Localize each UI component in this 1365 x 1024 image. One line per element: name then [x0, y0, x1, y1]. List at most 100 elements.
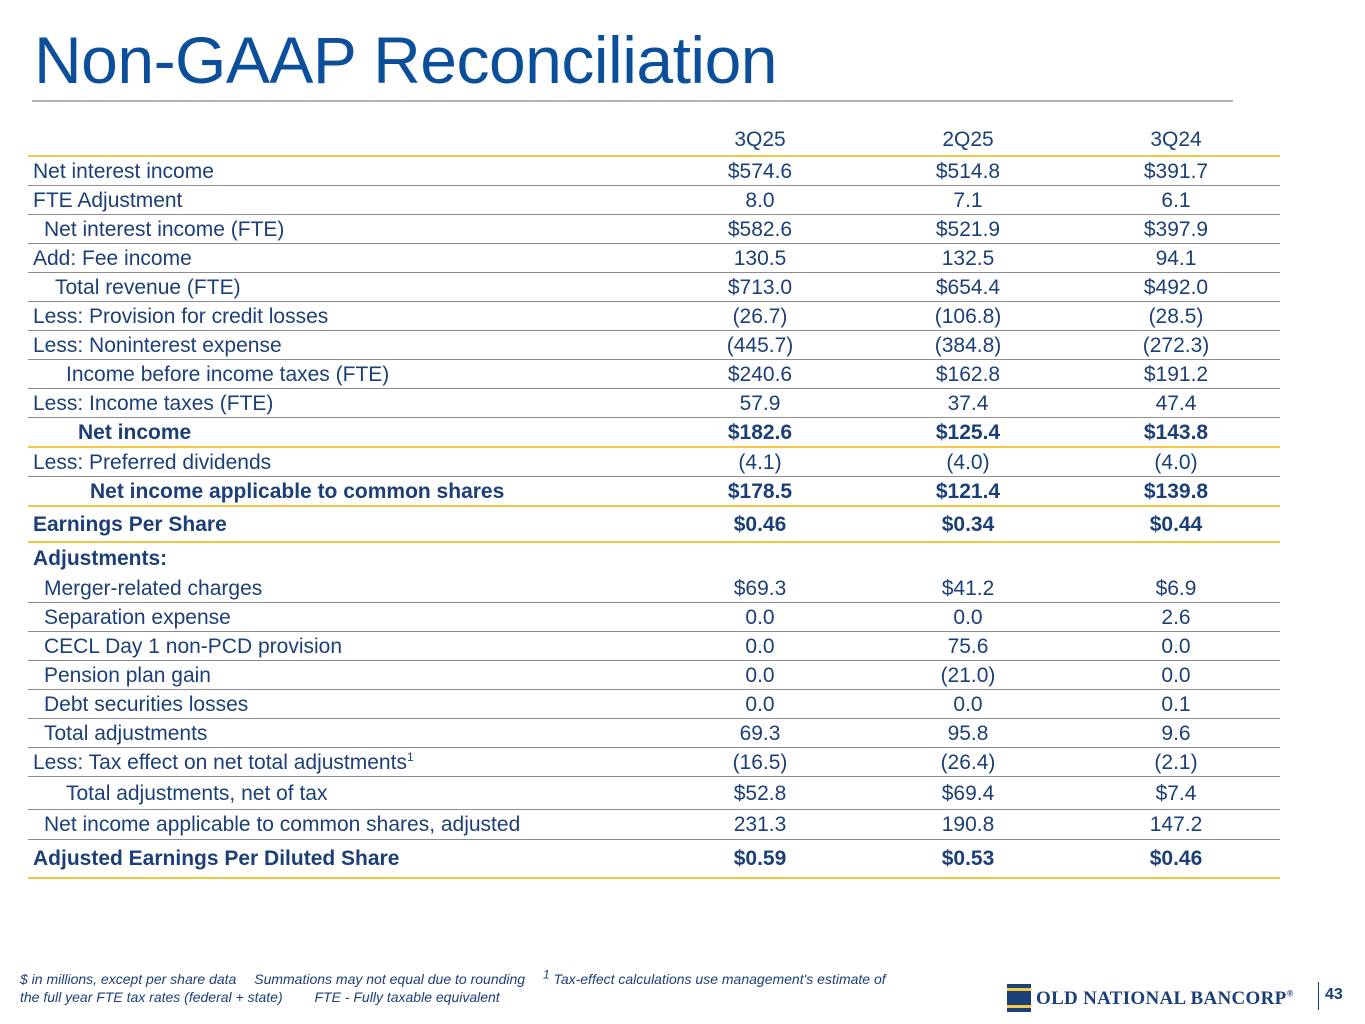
table-row: Less: Income taxes (FTE) 57.9 37.4 47.4	[28, 388, 1280, 418]
table-row: Net income applicable to common shares $1…	[28, 476, 1280, 507]
cell-value: 0.1	[1072, 689, 1280, 719]
row-label-text: Net income	[78, 420, 192, 444]
row-label-text: Total adjustments	[44, 721, 208, 745]
table-row: Separation expense 0.0 0.0 2.6	[28, 602, 1280, 632]
cell-value: 0.0	[864, 689, 1072, 719]
cell-value: (21.0)	[864, 660, 1072, 690]
table-row: Income before income taxes (FTE) $240.6 $1…	[28, 359, 1280, 389]
table-row: Net income applicable to common shares, …	[28, 809, 1280, 840]
table-row: FTE Adjustment 8.0 7.1 6.1	[28, 185, 1280, 215]
cell-value: (2.1)	[1072, 747, 1280, 777]
cell-value: $178.5	[656, 476, 864, 507]
cell-value: $521.9	[864, 214, 1072, 244]
row-label-text: Net income applicable to common shares, …	[44, 813, 521, 836]
table-row: Less: Noninterest expense (445.7) (384.8)(…	[28, 330, 1280, 360]
row-label: Net interest income	[28, 156, 656, 186]
cell-value: 94.1	[1072, 243, 1280, 273]
footnote-item: 1 Tax-effect calculations use management…	[20, 968, 886, 1005]
row-label: Less: Tax effect on net total adjustment…	[28, 747, 656, 777]
logo-text: OLD NATIONAL BANCORP®	[1036, 988, 1294, 1010]
cell-value: $574.6	[656, 156, 864, 186]
row-label: Less: Provision for credit losses	[28, 301, 656, 331]
row-label: Less: Income taxes (FTE)	[28, 388, 656, 418]
cell-value: $391.7	[1072, 156, 1280, 186]
header-blank	[28, 124, 656, 157]
row-label: Pension plan gain	[28, 660, 656, 690]
row-label: Net income applicable to common shares, …	[28, 809, 656, 840]
table-row: Adjusted Earnings Per Diluted Share $0.59…	[28, 839, 1280, 879]
table-row: Pension plan gain 0.0 (21.0) 0.0	[28, 660, 1280, 690]
cell-value: $492.0	[1072, 272, 1280, 302]
row-label: Net interest income (FTE)	[28, 214, 656, 244]
row-label-text: Net interest income (FTE)	[44, 217, 285, 241]
cell-value: 75.6	[864, 631, 1072, 661]
cell-value: 190.8	[864, 809, 1072, 840]
table-row: Debt securities losses 0.0 0.0 0.1	[28, 689, 1280, 719]
cell-value: $69.4	[864, 776, 1072, 810]
cell-value: (26.7)	[656, 301, 864, 331]
table-row: Net income $182.6 $125.4 $143.8	[28, 417, 1280, 448]
cell-value: 47.4	[1072, 388, 1280, 418]
cell-value: 6.1	[1072, 185, 1280, 215]
cell-value: 0.0	[656, 631, 864, 661]
logo-mark: ®	[1286, 988, 1294, 999]
row-note: 1	[406, 749, 414, 764]
cell-value: 130.5	[656, 243, 864, 273]
column-header: 2Q25	[864, 124, 1072, 157]
footnote-item: FTE - Fully taxable equivalent	[314, 989, 500, 1005]
page-divider	[1318, 982, 1319, 1010]
row-label-text: Adjusted Earnings Per Diluted Share	[33, 846, 400, 870]
row-label: Less: Noninterest expense	[28, 330, 656, 360]
row-label-text: Pension plan gain	[44, 663, 211, 687]
reconciliation-table: 3Q25 2Q25 3Q24 Net interest income $574.6 $5…	[28, 124, 1280, 879]
cell-value: $582.6	[656, 214, 864, 244]
row-label-text: Adjustments:	[33, 547, 168, 570]
cell-value: 231.3	[656, 809, 864, 840]
cell-value: $191.2	[1072, 359, 1280, 389]
cell-value: 0.0	[656, 689, 864, 719]
cell-value: 132.5	[864, 243, 1072, 273]
table-row: CECL Day 1 non-PCD provision 0.0 75.6 0.0	[28, 631, 1280, 661]
cell-value: $7.4	[1072, 776, 1280, 810]
cell-value: $0.59	[656, 839, 864, 879]
row-label-text: FTE Adjustment	[33, 188, 183, 212]
cell-value: 8.0	[656, 185, 864, 215]
table-row: Less: Preferred dividends (4.1) (4.0) (4.0)	[28, 447, 1280, 477]
table-row: Total adjustments, net of tax $52.8 $69.4 $…	[28, 776, 1280, 810]
cell-value: (4.0)	[864, 447, 1072, 477]
cell-value: $240.6	[656, 359, 864, 389]
row-label: Total adjustments	[28, 718, 656, 748]
cell-value: 0.0	[656, 602, 864, 632]
cell-value: $41.2	[864, 574, 1072, 603]
row-label: Total adjustments, net of tax	[28, 776, 656, 810]
row-label-text: Less: Income taxes (FTE)	[33, 391, 274, 415]
cell-value: $162.8	[864, 359, 1072, 389]
footnote-item: Summations may not equal due to rounding	[254, 971, 526, 987]
cell-value: 69.3	[656, 718, 864, 748]
row-label: Net income applicable to common shares	[28, 476, 656, 507]
cell-value: 9.6	[1072, 718, 1280, 748]
cell-value: 0.0	[864, 602, 1072, 632]
cell-value: $125.4	[864, 417, 1072, 448]
cell-value: (4.1)	[656, 447, 864, 477]
logo-icon	[1007, 984, 1031, 1012]
cell-value: $52.8	[656, 776, 864, 810]
cell-value: $0.46	[1072, 839, 1280, 879]
header-row: 3Q25 2Q25 3Q24	[28, 124, 1280, 157]
cell-value: $69.3	[656, 574, 864, 603]
row-label: Debt securities losses	[28, 689, 656, 719]
table-row: Total revenue (FTE) $713.0 $654.4 $492.0	[28, 272, 1280, 302]
cell-value: 2.6	[1072, 602, 1280, 632]
cell-value: $0.46	[656, 506, 864, 543]
footnote: $ in millions, except per share data Sum…	[20, 968, 900, 1006]
cell-value: $0.44	[1072, 506, 1280, 543]
cell-value: $713.0	[656, 272, 864, 302]
row-label: Earnings Per Share	[28, 506, 656, 543]
cell-value: 37.4	[864, 388, 1072, 418]
cell-value	[1072, 542, 1280, 574]
cell-value: $0.34	[864, 506, 1072, 543]
slide-title: Non-GAAP Reconciliation	[34, 23, 778, 97]
row-label-text: Less: Tax effect on net total adjustment…	[33, 750, 407, 774]
cell-value: $143.8	[1072, 417, 1280, 448]
